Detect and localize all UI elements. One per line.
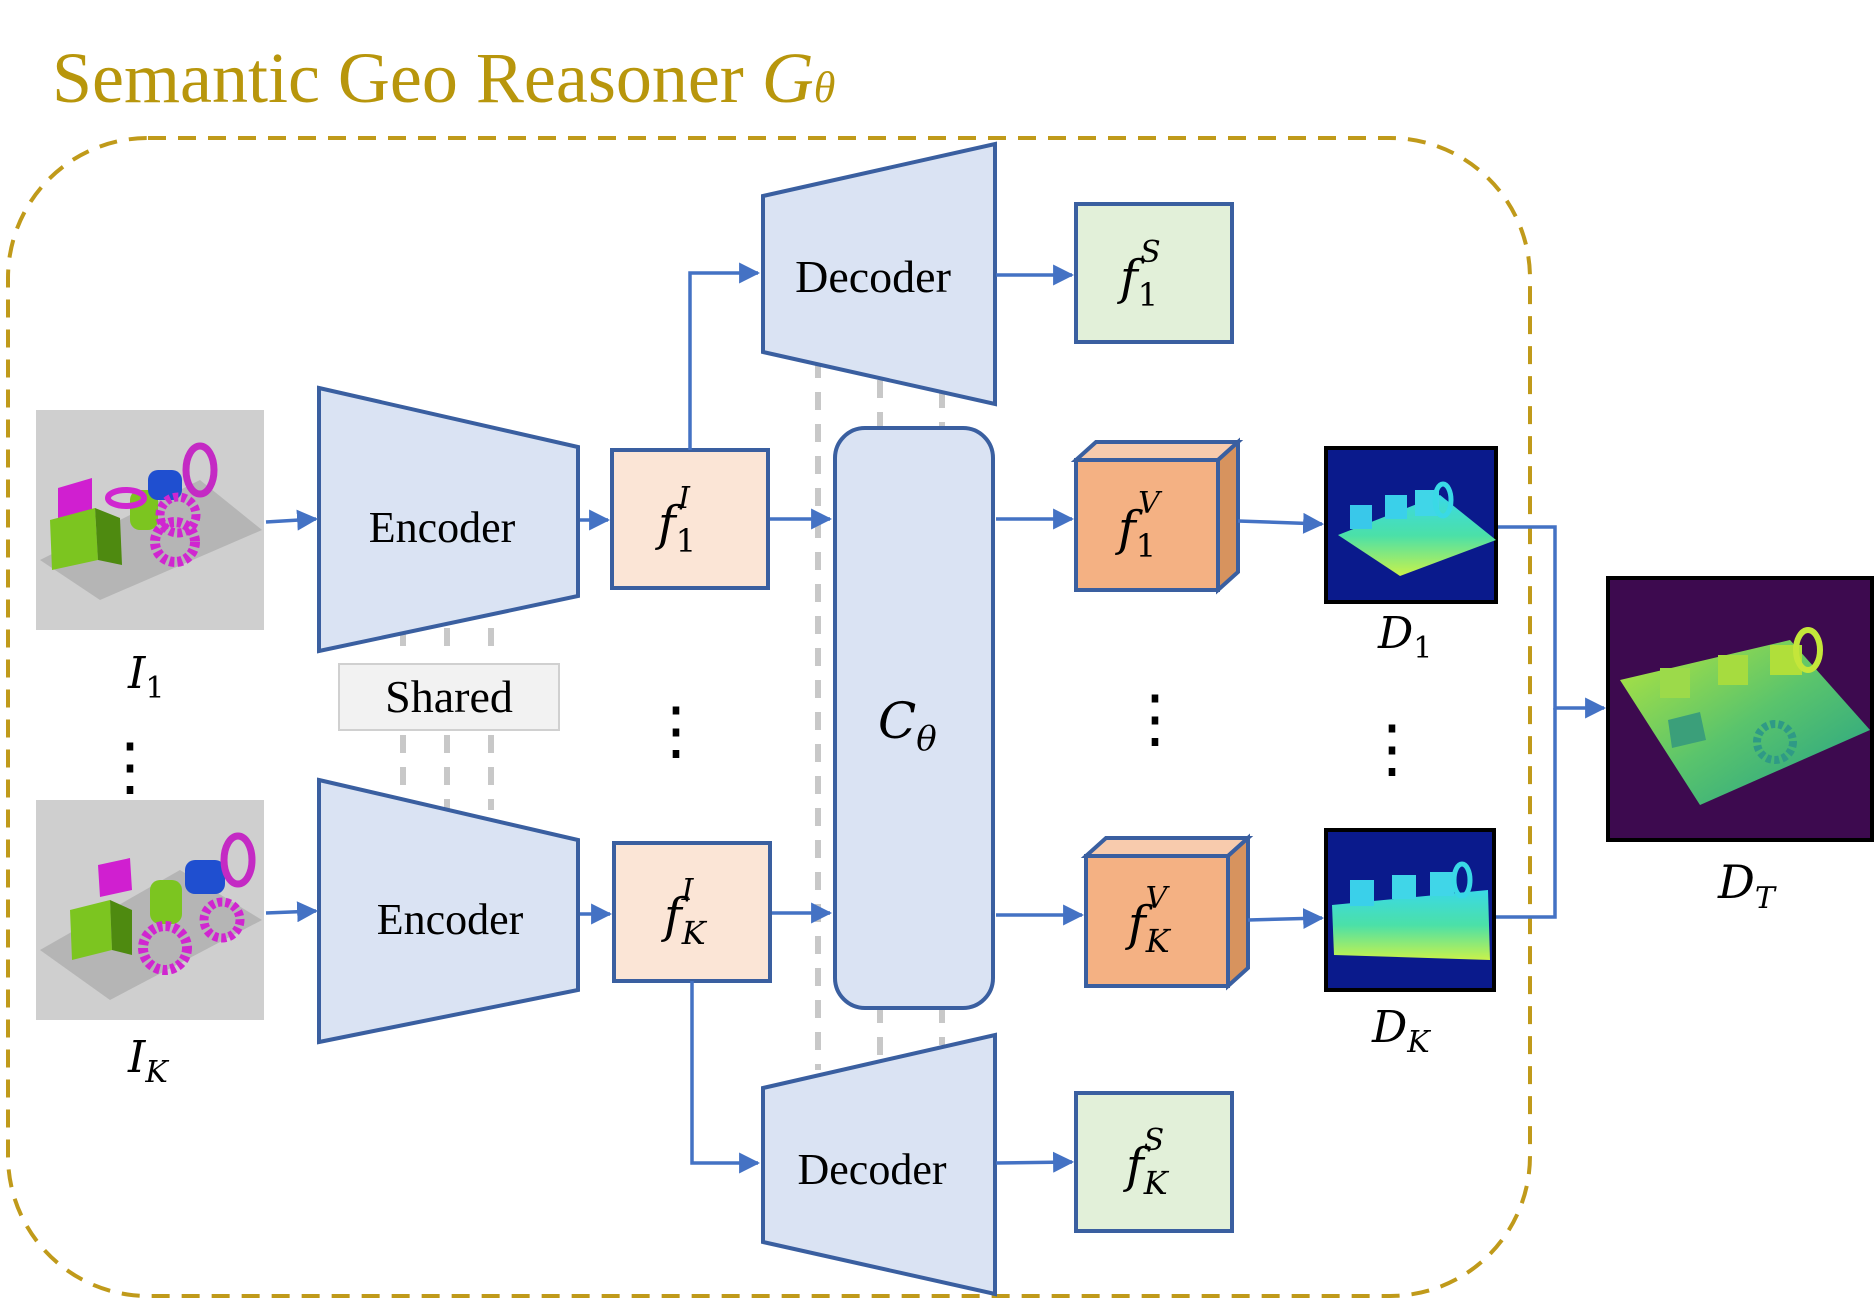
input-image-k bbox=[36, 800, 264, 1020]
decoder-1 bbox=[761, 141, 997, 407]
title-symbol: G bbox=[762, 38, 814, 118]
image-feature-dots: ⋮ bbox=[644, 695, 708, 766]
volume-feature-k bbox=[1080, 833, 1254, 991]
depth-dots: ⋮ bbox=[1360, 713, 1424, 784]
image-feature-1 bbox=[610, 448, 770, 590]
connectors bbox=[265, 262, 1607, 1174]
cost-volume-block bbox=[833, 426, 995, 1010]
input-image-1 bbox=[36, 410, 264, 630]
depth-map-1 bbox=[1324, 446, 1498, 604]
volume-feature-dots: ⋮ bbox=[1123, 683, 1187, 754]
depth-label-1: D1 bbox=[1377, 608, 1432, 666]
volume-feature-1-label: f1V bbox=[1115, 486, 1163, 565]
semantic-feature-k-label: fKS bbox=[1123, 1123, 1170, 1202]
decoder-k bbox=[761, 1032, 997, 1297]
depth-label-k: DK bbox=[1371, 1002, 1431, 1060]
encoder-1 bbox=[317, 385, 580, 654]
volume-feature-1 bbox=[1070, 437, 1244, 595]
depth-map-k bbox=[1324, 828, 1496, 992]
shared-label: Shared bbox=[385, 671, 513, 722]
depth-label-fused: DT bbox=[1717, 855, 1777, 916]
semantic-feature-1 bbox=[1074, 202, 1234, 344]
semantic-feature-k bbox=[1074, 1091, 1234, 1233]
cost-volume-label: Cθ bbox=[878, 692, 937, 759]
shared-box bbox=[338, 663, 560, 731]
decoder-1-label: Decoder bbox=[795, 251, 951, 302]
encoder-k-label: Encoder bbox=[377, 895, 524, 944]
image-feature-k-label: fKI bbox=[661, 873, 708, 952]
input-dots: ⋮ bbox=[98, 731, 162, 802]
depth-map-fused bbox=[1606, 576, 1874, 842]
input-label-k: IK bbox=[127, 1032, 169, 1090]
encoder-k bbox=[317, 777, 580, 1045]
input-label-1: I1 bbox=[127, 648, 164, 706]
encoder-1-label: Encoder bbox=[369, 503, 516, 552]
decoder-k-label: Decoder bbox=[797, 1145, 946, 1194]
title-subscript: θ bbox=[814, 63, 836, 112]
image-feature-1-label: f1I bbox=[655, 481, 696, 560]
title-text: Semantic Geo Reasoner bbox=[52, 38, 762, 118]
reasoner-border bbox=[6, 136, 1532, 1298]
volume-feature-k-label: fKV bbox=[1125, 881, 1172, 960]
diagram-title: Semantic Geo Reasoner Gθ bbox=[52, 38, 835, 118]
semantic-feature-1-label: f1S bbox=[1117, 235, 1161, 314]
shared-weight-guides bbox=[400, 360, 945, 1070]
image-feature-k bbox=[612, 841, 772, 983]
